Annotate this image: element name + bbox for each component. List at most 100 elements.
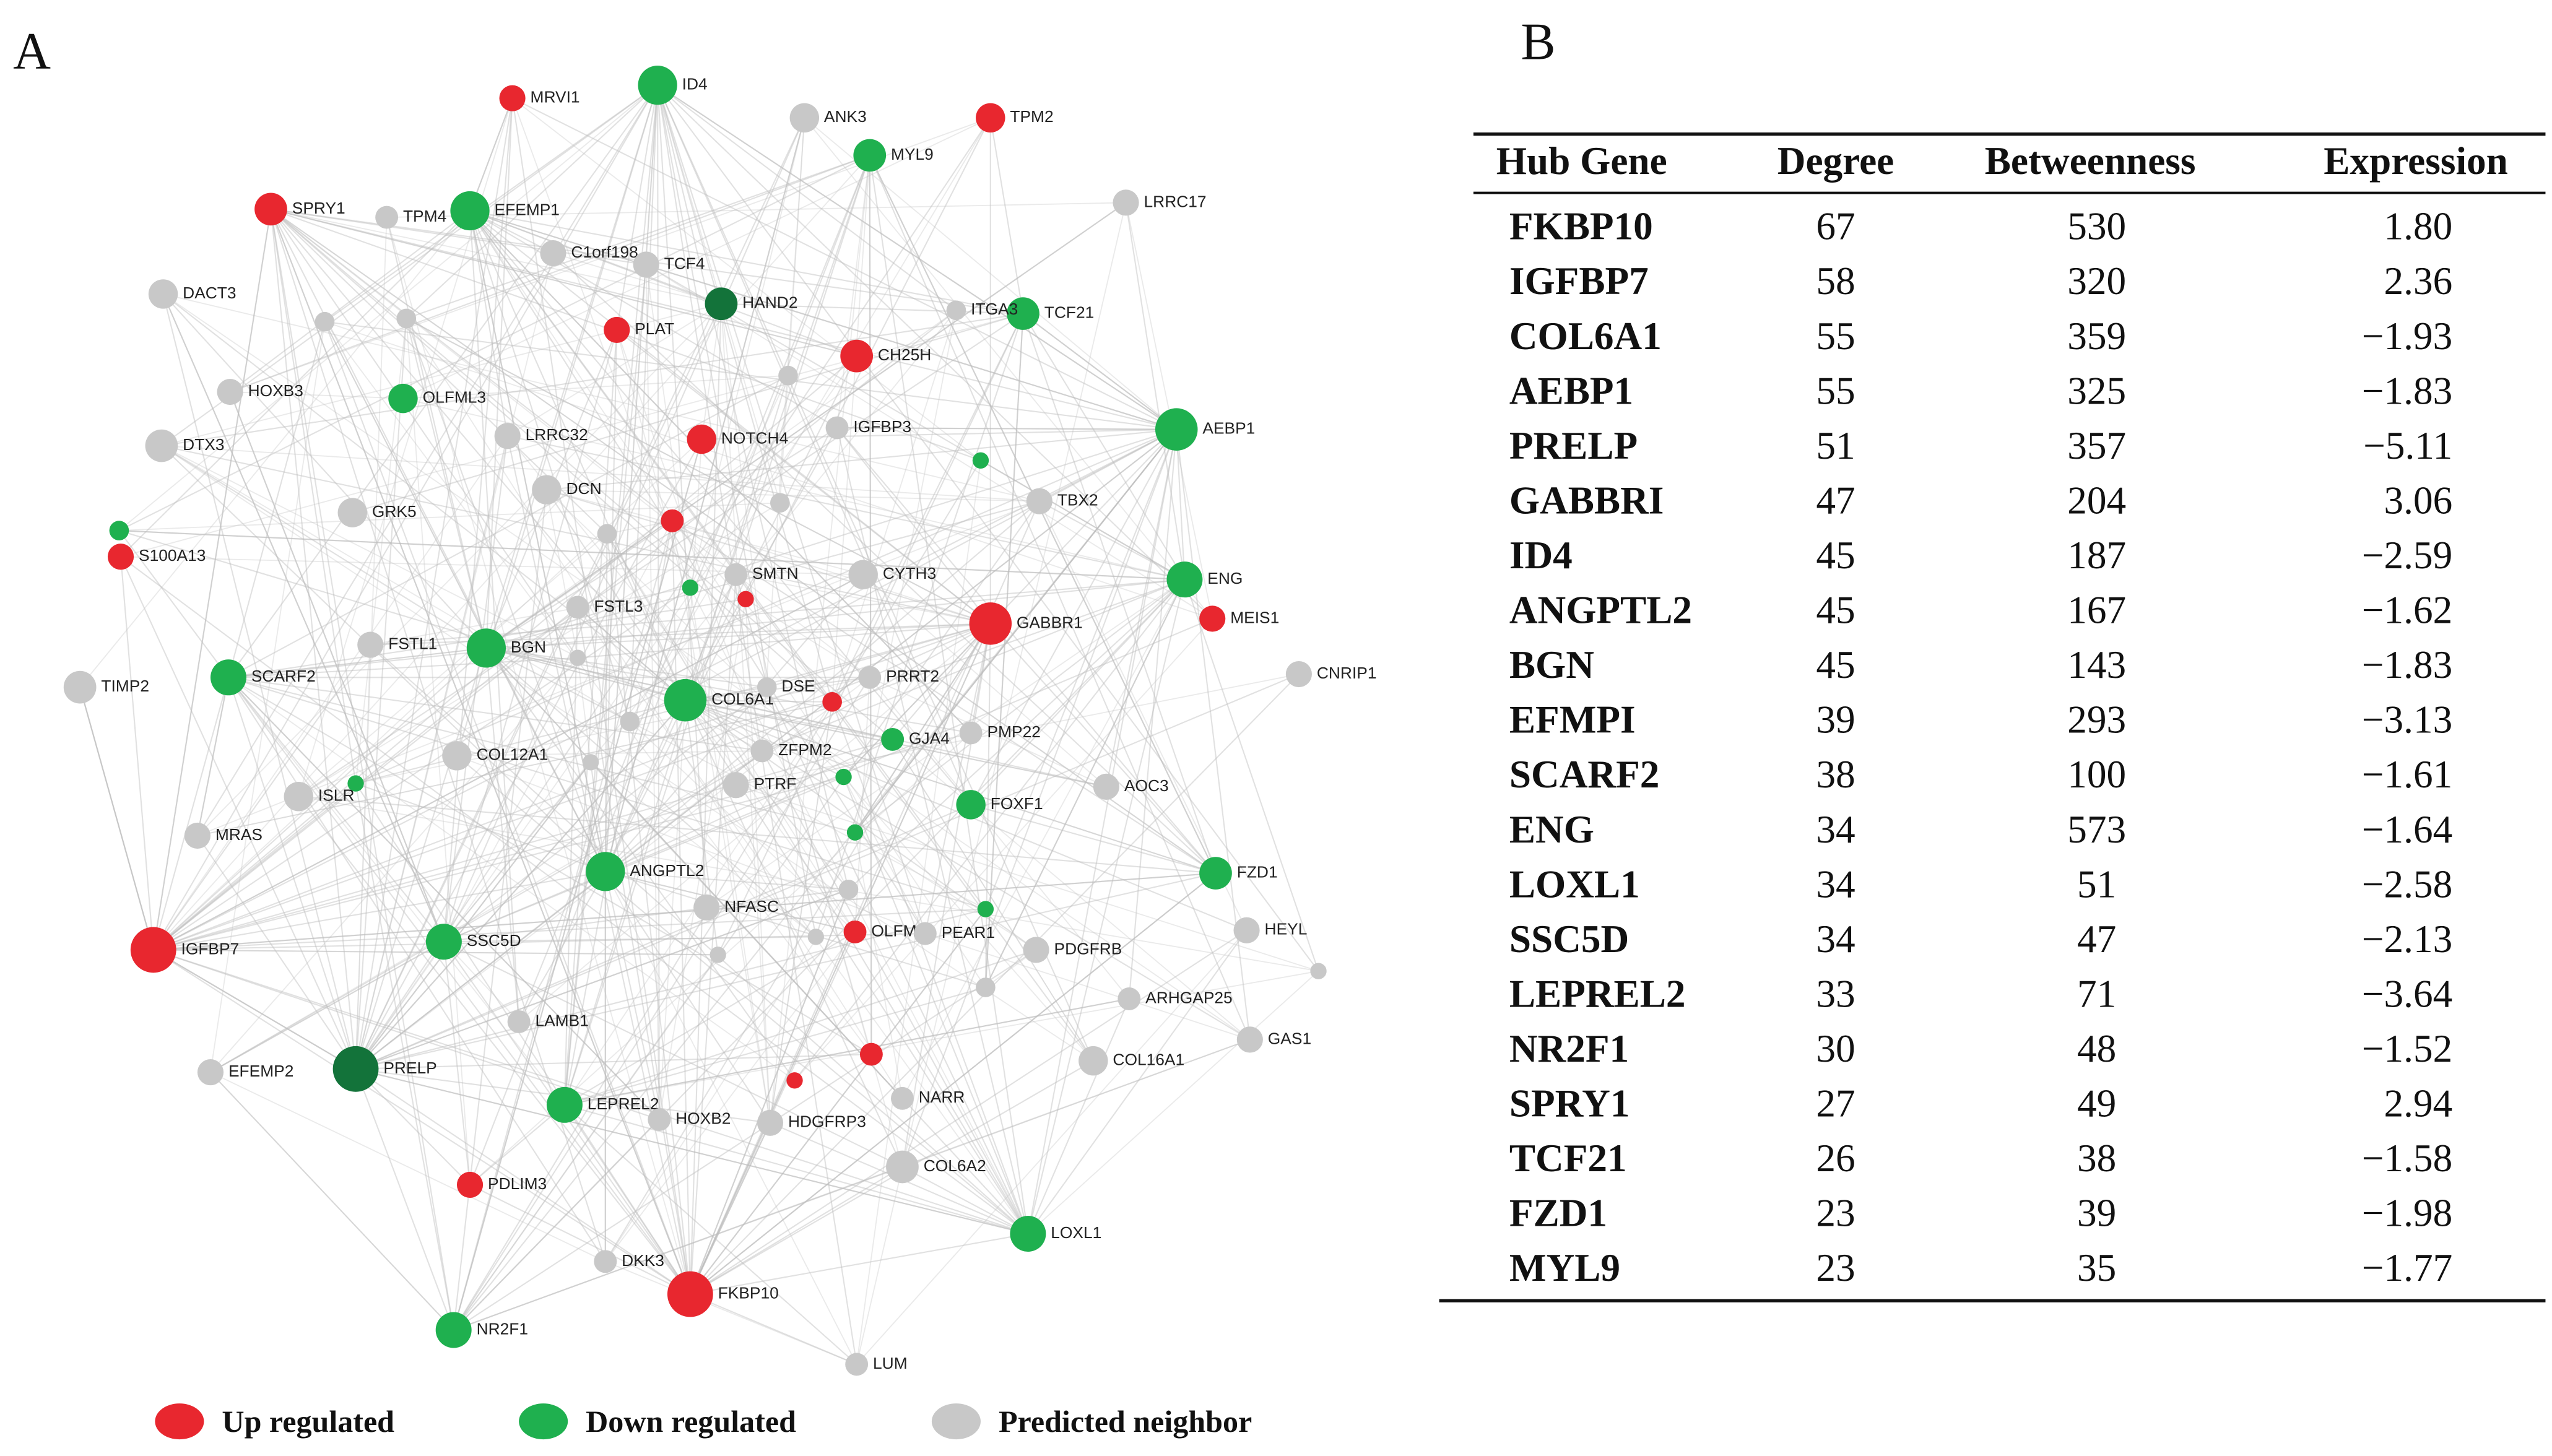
legend-swatch	[519, 1403, 568, 1440]
edge	[443, 941, 519, 1023]
node	[858, 665, 882, 689]
edge	[152, 85, 659, 950]
edge	[720, 303, 768, 688]
edge	[507, 303, 722, 437]
edge	[762, 579, 1185, 752]
node	[956, 790, 986, 820]
edge	[690, 375, 789, 588]
edge	[616, 329, 991, 625]
edge	[153, 739, 893, 951]
node	[737, 591, 754, 607]
node-label: SMTN	[752, 564, 799, 583]
node	[284, 781, 314, 812]
node-label: LAMB1	[535, 1011, 588, 1029]
edge	[161, 445, 1094, 1062]
edge	[989, 623, 1217, 874]
node	[357, 631, 384, 658]
node-label: ARHGAP25	[1145, 988, 1233, 1007]
node	[846, 824, 864, 841]
node	[566, 596, 589, 619]
node-label: C1orf198	[571, 243, 638, 261]
edge	[901, 579, 1186, 1099]
edge	[324, 321, 606, 872]
node-label: MEIS1	[1230, 608, 1279, 626]
edge	[119, 557, 154, 950]
node	[807, 929, 824, 945]
edge	[153, 949, 357, 1070]
edge	[456, 755, 1029, 1234]
node-label: DKK3	[622, 1251, 664, 1270]
table-cell: ID4	[1509, 534, 1573, 577]
edge	[210, 941, 445, 1073]
edge	[1176, 429, 1186, 580]
node-label: LUM	[873, 1354, 908, 1372]
node-label: ID4	[682, 75, 708, 93]
edge	[298, 795, 1216, 874]
table-cell: −2.59	[2362, 534, 2452, 577]
edge	[645, 264, 691, 588]
edge	[210, 1072, 454, 1331]
edge	[671, 521, 691, 1294]
edge	[901, 623, 991, 1168]
edge	[984, 429, 1178, 909]
edge	[689, 587, 771, 1123]
node-label: PRELP	[383, 1059, 436, 1077]
table-cell: 48	[2077, 1027, 2116, 1070]
edge	[590, 761, 817, 938]
node-label: CNRIP1	[1317, 664, 1377, 682]
node	[1113, 189, 1139, 216]
edge	[229, 391, 445, 942]
edge	[629, 117, 991, 722]
edge	[564, 998, 1129, 1106]
edge	[645, 264, 660, 1120]
edge	[469, 98, 513, 211]
edge	[118, 530, 229, 678]
edge	[970, 429, 1178, 805]
edge	[485, 648, 817, 938]
edge	[564, 1104, 1028, 1235]
edge	[443, 936, 816, 943]
edge	[1027, 971, 1319, 1234]
node	[848, 560, 878, 589]
edge	[507, 435, 1185, 581]
table-cell: PRELP	[1509, 424, 1638, 467]
edge	[1022, 313, 1177, 430]
node-label: LRRC17	[1144, 192, 1207, 210]
edge	[486, 647, 686, 701]
edge	[685, 700, 1216, 874]
edge	[153, 949, 357, 1070]
edge	[689, 574, 737, 1294]
edge	[228, 677, 986, 910]
node	[1199, 605, 1226, 632]
node-label: ANK3	[824, 107, 867, 126]
edge	[453, 1166, 903, 1331]
edge	[453, 677, 870, 1331]
table-cell: 357	[2067, 424, 2126, 467]
node	[724, 563, 748, 586]
edge	[355, 98, 513, 1069]
edge	[406, 318, 991, 625]
node	[145, 429, 178, 462]
edge	[685, 700, 844, 778]
node-label: PTRF	[754, 774, 797, 793]
edge	[646, 264, 1185, 581]
edge	[228, 647, 487, 678]
edge	[469, 210, 1094, 1062]
edge	[745, 599, 870, 678]
edge	[443, 941, 903, 1168]
node	[1079, 1046, 1108, 1076]
table-cell: 187	[2067, 534, 2126, 577]
edge	[1027, 579, 1186, 1234]
edge	[120, 556, 357, 1070]
edge	[657, 84, 957, 311]
table-cell: 58	[1816, 259, 1855, 303]
node-label: OLFML3	[423, 388, 486, 407]
edge	[735, 574, 903, 1168]
legend-swatch	[931, 1403, 981, 1440]
nodes: MRVI1 ID4 ANK3 TPM2 MYL9 SPRY1 TPM4 EFEMP1 LRRC1…	[63, 65, 1377, 1376]
edge	[901, 429, 1178, 1168]
edge	[685, 700, 1251, 1041]
edge	[854, 429, 1178, 833]
node	[976, 103, 1005, 133]
table-cell: 293	[2067, 698, 2126, 742]
